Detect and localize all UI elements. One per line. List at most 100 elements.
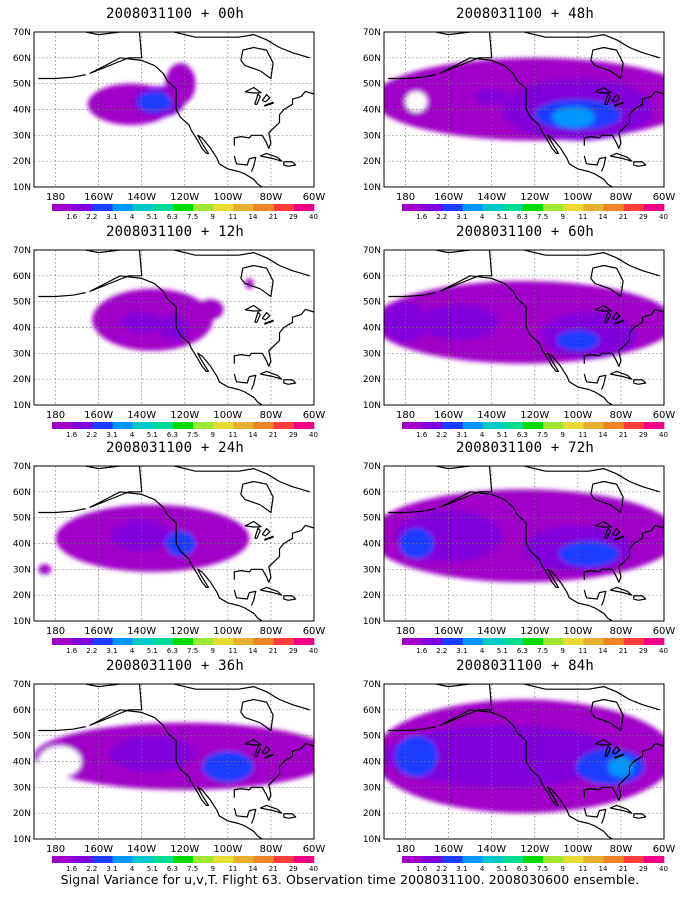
colorbar-label: 1.6 [416, 865, 428, 873]
colorbar-label: 9 [210, 865, 214, 873]
colorbar-label: 7.5 [187, 213, 198, 221]
y-tick-label: 10N [363, 835, 381, 845]
y-tick-label: 70N [363, 28, 381, 38]
variance-region [556, 330, 600, 351]
colorbar-label: 3.1 [456, 647, 467, 655]
x-tick-label: 60W [653, 626, 676, 637]
colorbar-swatch [213, 204, 234, 211]
x-tick-label: 140W [127, 410, 156, 421]
variance-shading [384, 281, 664, 364]
coastline [259, 804, 283, 814]
x-tick-label: 180 [396, 192, 415, 203]
coastline [259, 370, 283, 380]
colorbar-swatch [402, 638, 423, 645]
colorbar-label: 6.3 [167, 647, 178, 655]
x-tick-label: 60W [303, 410, 326, 421]
colorbar-swatch [132, 204, 154, 211]
map-panel: 2008031100 + 84h 10N 20N 30N 40N 50N 60N 70N 180… [350, 652, 700, 873]
colorbar-swatch [583, 204, 604, 211]
y-tick-label: 40N [363, 540, 381, 550]
colorbar-label: 29 [639, 431, 648, 439]
figure-caption: Signal Variance for u,v,T. Flight 63. Ob… [60, 872, 640, 887]
coastline [604, 527, 611, 539]
colorbar-swatch [193, 856, 214, 863]
colorbar-label: 5.1 [147, 647, 158, 655]
colorbar-swatch [603, 204, 624, 211]
coastline [583, 90, 664, 149]
coastline [254, 93, 261, 105]
colorbar-label: 11 [578, 647, 587, 655]
x-tick-label: 140W [477, 192, 506, 203]
colorbar-label: 3.1 [456, 213, 467, 221]
colorbar-swatch [462, 204, 483, 211]
x-tick-label: 160W [434, 192, 463, 203]
coastline [435, 684, 613, 839]
colorbar-label: 5.1 [497, 213, 508, 221]
colorbar-label: 5.1 [147, 213, 158, 221]
y-tick-label: 50N [13, 298, 31, 308]
x-tick-label: 80W [260, 626, 283, 637]
panel-title: 2008031100 + 72h [455, 440, 595, 456]
colorbar-swatch [72, 638, 93, 645]
coastline [611, 527, 621, 537]
y-tick-label: 60N [13, 54, 31, 64]
colorbar-swatch [442, 638, 463, 645]
colorbar-swatch [253, 422, 274, 429]
colorbar-label: 14 [249, 213, 258, 221]
coastline [244, 738, 262, 746]
coastline [388, 726, 436, 732]
colorbar-swatch [253, 856, 274, 863]
colorbar-label: 1.6 [66, 865, 78, 873]
colorbar-swatch [502, 856, 524, 863]
x-tick-label: 180 [396, 410, 415, 421]
coastline [173, 32, 310, 59]
coastline [244, 520, 262, 528]
colorbar-swatch [623, 422, 645, 429]
colorbar-swatch [563, 856, 584, 863]
coastline [240, 480, 274, 514]
colorbar-label: 7.5 [537, 865, 548, 873]
y-tick-label: 10N [13, 835, 31, 845]
coastline [240, 698, 274, 732]
x-tick-label: 80W [260, 192, 283, 203]
colorbar-label: 9 [210, 431, 214, 439]
x-tick-label: 160W [84, 844, 113, 855]
coastline [523, 250, 660, 277]
colorbar-label: 2.2 [436, 647, 447, 655]
x-tick-label: 100W [213, 626, 242, 637]
y-tick-label: 40N [13, 324, 31, 334]
y-tick-label: 30N [13, 783, 31, 793]
coastline [254, 745, 261, 757]
y-tick-label: 70N [363, 246, 381, 256]
variance-region [420, 304, 499, 341]
colorbar-label: 29 [289, 213, 298, 221]
x-tick-label: 100W [213, 192, 242, 203]
coastline [388, 292, 436, 298]
coastline [609, 152, 633, 162]
colorbar-label: 5.1 [147, 431, 158, 439]
map-panel: 2008031100 + 00h 10N 20N 30N 40N 50N 60N 70N 180… [0, 0, 350, 221]
y-tick-label: 50N [363, 298, 381, 308]
colorbar-swatch [152, 204, 174, 211]
variance-map: 10N 20N 30N 40N 50N 60N 70N 180 160W 140W 120W 100W… [13, 462, 326, 655]
x-tick-label: 120W [520, 844, 549, 855]
variance-region [165, 530, 196, 557]
colorbar: 1.6 2.2 3.1 4 5.1 6.3 7.5 9 11 14 21 29 40 [52, 638, 318, 655]
colorbar-label: 11 [228, 647, 237, 655]
colorbar-swatch [52, 204, 73, 211]
coastline [263, 101, 274, 107]
colorbar-swatch [623, 856, 645, 863]
colorbar-swatch [643, 856, 665, 863]
variance-region [552, 107, 595, 128]
coastline [590, 698, 624, 732]
colorbar-swatch [643, 422, 665, 429]
colorbar-swatch [92, 856, 113, 863]
colorbar-label: 4 [480, 431, 485, 439]
x-tick-label: 80W [610, 844, 633, 855]
x-tick-label: 60W [303, 844, 326, 855]
map-frame [33, 683, 315, 840]
x-tick-label: 80W [610, 410, 633, 421]
plot-area [384, 32, 664, 187]
colorbar-label: 2.2 [436, 431, 447, 439]
colorbar-swatch [112, 856, 133, 863]
